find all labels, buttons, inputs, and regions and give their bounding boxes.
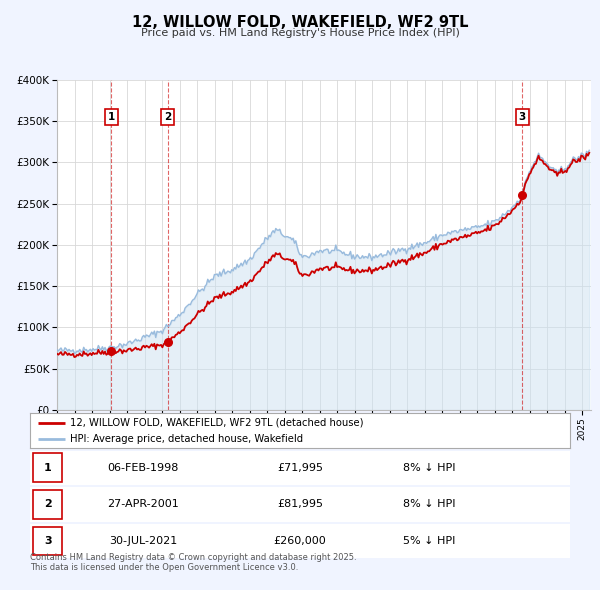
Text: 2: 2	[164, 112, 171, 122]
Text: HPI: Average price, detached house, Wakefield: HPI: Average price, detached house, Wake…	[71, 434, 304, 444]
Text: 5% ↓ HPI: 5% ↓ HPI	[403, 536, 456, 546]
Text: £71,995: £71,995	[277, 463, 323, 473]
Text: 27-APR-2001: 27-APR-2001	[107, 500, 179, 509]
Text: 8% ↓ HPI: 8% ↓ HPI	[403, 500, 456, 509]
Text: 1: 1	[44, 463, 52, 473]
Text: 12, WILLOW FOLD, WAKEFIELD, WF2 9TL: 12, WILLOW FOLD, WAKEFIELD, WF2 9TL	[132, 15, 468, 30]
Text: This data is licensed under the Open Government Licence v3.0.: This data is licensed under the Open Gov…	[30, 563, 298, 572]
FancyBboxPatch shape	[33, 527, 62, 555]
Text: 3: 3	[519, 112, 526, 122]
FancyBboxPatch shape	[33, 490, 62, 519]
Text: 30-JUL-2021: 30-JUL-2021	[109, 536, 178, 546]
Text: £260,000: £260,000	[274, 536, 326, 546]
Text: 06-FEB-1998: 06-FEB-1998	[108, 463, 179, 473]
Text: 1: 1	[107, 112, 115, 122]
Text: Price paid vs. HM Land Registry's House Price Index (HPI): Price paid vs. HM Land Registry's House …	[140, 28, 460, 38]
Text: 8% ↓ HPI: 8% ↓ HPI	[403, 463, 456, 473]
Text: 3: 3	[44, 536, 52, 546]
Text: Contains HM Land Registry data © Crown copyright and database right 2025.: Contains HM Land Registry data © Crown c…	[30, 553, 356, 562]
Text: 2: 2	[44, 500, 52, 509]
Text: £81,995: £81,995	[277, 500, 323, 509]
FancyBboxPatch shape	[33, 454, 62, 482]
Text: 12, WILLOW FOLD, WAKEFIELD, WF2 9TL (detached house): 12, WILLOW FOLD, WAKEFIELD, WF2 9TL (det…	[71, 418, 364, 428]
